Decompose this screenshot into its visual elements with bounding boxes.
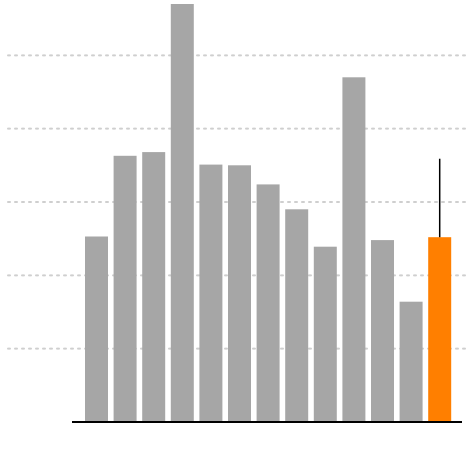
bar-9 [313,246,337,422]
bar-11 [371,240,394,422]
bar-1 [85,236,108,422]
bar-highlighted [428,237,452,422]
bar-3 [142,152,166,422]
bar-5 [199,164,223,422]
bars [85,4,452,423]
bar-7 [256,184,280,422]
bar-12 [399,301,423,422]
bar-6 [228,165,251,423]
bar-4 [170,4,194,422]
bar-10 [342,77,366,423]
bar-2 [113,155,137,423]
bar-8 [285,209,309,422]
